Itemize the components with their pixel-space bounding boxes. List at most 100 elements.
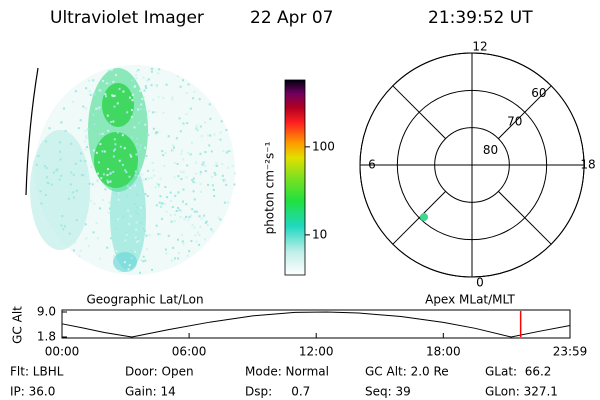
- speckle: [129, 187, 132, 190]
- speckle: [213, 133, 216, 136]
- speckle: [130, 109, 133, 112]
- speckle: [145, 86, 148, 89]
- speckle: [211, 175, 214, 178]
- hour-label: 0: [476, 276, 484, 290]
- speckle: [150, 70, 153, 73]
- speckle: [136, 137, 139, 140]
- speckle: [146, 169, 149, 172]
- time: 21:39:52 UT: [428, 8, 533, 28]
- speckle: [171, 96, 174, 99]
- speckle: [188, 215, 191, 218]
- speckle: [192, 177, 195, 180]
- speckle: [144, 85, 147, 88]
- speckle: [195, 124, 198, 127]
- speckle: [200, 135, 203, 138]
- colorbar-tick-label: 100: [312, 139, 335, 153]
- date: 22 Apr 07: [250, 8, 333, 28]
- speckle: [45, 140, 48, 143]
- speckle: [130, 155, 133, 158]
- speckle: [136, 240, 139, 243]
- speckle: [194, 234, 197, 237]
- speckle: [74, 162, 77, 165]
- speckle: [151, 268, 154, 271]
- speckle: [199, 152, 202, 155]
- speckle: [177, 191, 180, 194]
- speckle: [139, 221, 142, 224]
- speckle: [130, 257, 133, 260]
- speckle: [152, 98, 155, 101]
- speckle: [144, 123, 147, 126]
- speckle: [146, 115, 149, 118]
- speckle: [43, 165, 46, 168]
- speckle: [199, 171, 202, 174]
- x-tick-label: 12:00: [299, 345, 334, 359]
- speckle: [74, 207, 77, 210]
- speckle: [155, 204, 158, 207]
- speckle: [107, 70, 110, 73]
- hour-label: 12: [472, 40, 487, 54]
- speckle: [148, 234, 151, 237]
- speckle: [89, 93, 92, 96]
- speckle: [141, 205, 144, 208]
- speckle: [145, 79, 148, 82]
- speckle: [130, 115, 133, 118]
- speckle: [163, 202, 166, 205]
- speckle: [219, 218, 222, 221]
- speckle: [107, 211, 110, 214]
- status-field: IP: 36.0: [10, 385, 55, 399]
- speckle: [219, 131, 222, 134]
- speckle: [157, 96, 160, 99]
- speckle: [85, 135, 88, 138]
- speckle: [93, 92, 96, 95]
- speckle: [70, 142, 73, 145]
- speckle: [179, 85, 182, 88]
- speckle: [208, 144, 211, 147]
- speckle: [63, 225, 66, 228]
- speckle: [140, 259, 143, 262]
- hour-label: 18: [580, 158, 595, 172]
- speckle: [45, 196, 48, 199]
- speckle: [139, 89, 142, 92]
- speckle: [222, 179, 225, 182]
- speckle: [79, 119, 82, 122]
- speckle: [204, 151, 207, 154]
- speckle: [123, 147, 126, 150]
- speckle: [128, 222, 131, 225]
- speckle: [170, 259, 173, 262]
- speckle: [217, 216, 220, 219]
- speckle: [44, 194, 47, 197]
- speckle: [204, 170, 207, 173]
- speckle: [136, 237, 139, 240]
- speckle: [176, 162, 179, 165]
- speckle: [113, 105, 116, 108]
- speckle: [39, 170, 42, 173]
- emission: [94, 132, 138, 188]
- speckle: [195, 161, 198, 164]
- speckle: [109, 172, 112, 175]
- speckle: [60, 174, 63, 177]
- y-tick-label: 1.8: [37, 330, 56, 344]
- speckle: [174, 194, 177, 197]
- speckle: [179, 210, 182, 213]
- speckle: [161, 217, 164, 220]
- speckle: [68, 171, 71, 174]
- speckle: [106, 179, 109, 182]
- speckle: [173, 161, 176, 164]
- speckle: [58, 150, 61, 153]
- speckle: [125, 233, 128, 236]
- speckle: [105, 82, 108, 85]
- speckle: [222, 150, 225, 153]
- speckle: [177, 257, 180, 260]
- speckle: [95, 151, 98, 154]
- speckle: [182, 171, 185, 174]
- speckle: [153, 174, 156, 177]
- speckle: [185, 176, 188, 179]
- speckle: [117, 198, 120, 201]
- speckle: [51, 214, 54, 217]
- speckle: [133, 184, 136, 187]
- speckle: [156, 131, 159, 134]
- speckle: [74, 178, 77, 181]
- speckle: [41, 195, 44, 198]
- speckle: [203, 164, 206, 167]
- speckle: [89, 199, 92, 202]
